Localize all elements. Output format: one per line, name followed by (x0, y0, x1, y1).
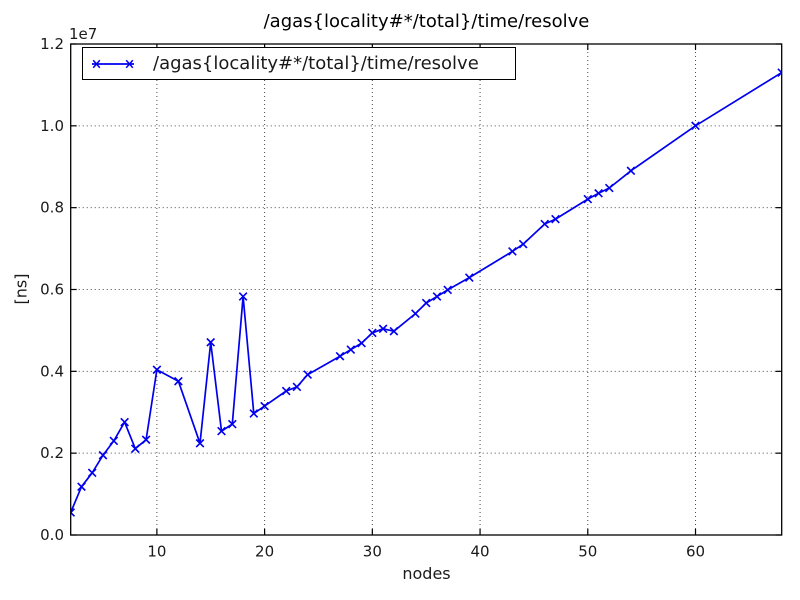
legend-label: /agas{locality#*/total}/time/resolve (153, 53, 479, 74)
svg-text:1.0: 1.0 (40, 117, 64, 135)
svg-text:0.4: 0.4 (40, 362, 64, 380)
legend: /agas{locality#*/total}/time/resolve (82, 47, 516, 80)
legend-line-sample-icon (92, 59, 134, 68)
chart-title: /agas{locality#*/total}/time/resolve (263, 11, 590, 32)
svg-text:20: 20 (255, 543, 274, 561)
svg-text:10: 10 (147, 543, 166, 561)
series-markers (70, 68, 782, 517)
y-axis-offset-label: 1e7 (69, 25, 98, 43)
svg-text:50: 50 (578, 543, 597, 561)
x-axis-label: nodes (402, 564, 451, 583)
gridlines (70, 44, 782, 535)
svg-text:0.6: 0.6 (40, 281, 64, 299)
series-line (70, 68, 782, 517)
y-axis-label: [ns] (11, 273, 31, 305)
plot-border (70, 43, 783, 536)
svg-text:0.8: 0.8 (40, 199, 64, 217)
y-tick-labels: 0.0 0.2 0.4 0.6 0.8 1.0 1.2 (40, 35, 64, 544)
svg-text:0.2: 0.2 (40, 444, 64, 462)
x-tick-labels: 10 20 30 40 50 60 (147, 543, 705, 561)
svg-text:0.0: 0.0 (40, 526, 64, 544)
svg-text:40: 40 (471, 543, 490, 561)
svg-text:60: 60 (686, 543, 705, 561)
svg-text:30: 30 (363, 543, 382, 561)
svg-text:1.2: 1.2 (40, 35, 64, 53)
